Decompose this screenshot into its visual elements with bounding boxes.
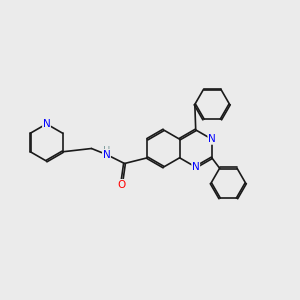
Text: H: H [103, 146, 110, 156]
Text: N: N [103, 149, 110, 160]
Text: O: O [117, 179, 126, 190]
Text: N: N [43, 119, 50, 129]
Text: N: N [208, 134, 216, 144]
Text: N: N [192, 162, 200, 172]
